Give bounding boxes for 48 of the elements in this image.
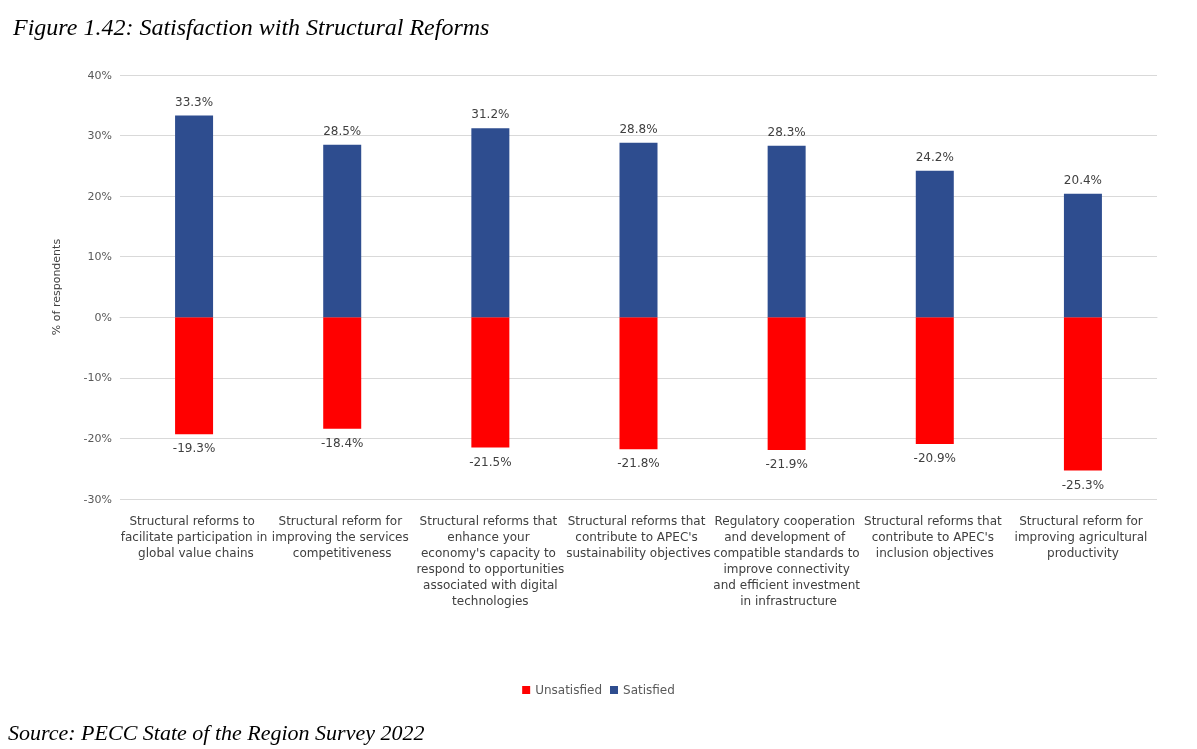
- data-label: -21.5%: [469, 454, 512, 469]
- y-tick-label: 10%: [87, 250, 112, 264]
- bar: [323, 144, 362, 318]
- x-tick-label: Structural reforms that contribute to APEC's sustainability objectives: [566, 514, 711, 560]
- bar: [471, 317, 510, 448]
- data-label: 28.3%: [767, 124, 806, 139]
- bar: [1063, 317, 1102, 471]
- data-label: -21.9%: [765, 456, 808, 471]
- data-label: -25.3%: [1061, 477, 1105, 492]
- y-tick-label: 0%: [94, 310, 112, 324]
- data-label: 28.5%: [323, 123, 362, 138]
- x-tick-label: Structural reforms to facilitate participation in global value chains: [120, 514, 268, 560]
- y-tick-label: -10%: [83, 371, 112, 385]
- y-tick-label: 40%: [87, 68, 112, 82]
- y-tick-label: -20%: [83, 431, 112, 445]
- y-tick-label: 20%: [87, 189, 112, 203]
- bar: [1063, 193, 1102, 318]
- x-tick-label: Regulatory cooperation and development of compatible standards to improve connectivity and efficient investment in infrastructure: [713, 514, 861, 608]
- bar: [175, 317, 214, 435]
- legend-label: Satisfied: [623, 683, 675, 697]
- bar: [619, 142, 658, 318]
- bar: [767, 317, 806, 450]
- data-label: -21.8%: [617, 456, 660, 471]
- x-tick-label: Structural reform for improving agricultural productivity: [1014, 514, 1152, 560]
- x-tick-label: Structural reforms that contribute to APEC's inclusion objectives: [864, 514, 1006, 560]
- bar: [915, 170, 954, 318]
- data-label: 24.2%: [915, 149, 954, 164]
- x-tick-label: Structural reforms that enhance your economy's capacity to respond to opportunities associated with digital technologies: [416, 514, 565, 608]
- legend-label: Unsatisfied: [535, 683, 603, 697]
- data-label: -18.4%: [320, 435, 364, 450]
- x-tick-label: Structural reform for improving the services competitiveness: [271, 514, 413, 560]
- data-label: 33.3%: [175, 94, 214, 109]
- bar: [619, 317, 658, 450]
- y-tick-label: -30%: [83, 492, 112, 506]
- bar: [471, 128, 510, 318]
- data-label: 20.4%: [1063, 172, 1102, 187]
- chart-title: Figure 1.42: Satisfaction with Structural Reforms: [12, 14, 490, 40]
- data-label: -20.9%: [913, 450, 957, 465]
- data-label: 31.2%: [471, 107, 510, 122]
- bar: [767, 145, 806, 318]
- bar: [915, 317, 954, 444]
- data-label: -19.3%: [172, 441, 216, 456]
- y-axis-title: % of respondents: [50, 238, 63, 336]
- source-note: Source: PECC State of the Region Survey 2022: [8, 719, 425, 745]
- data-label: 28.8%: [619, 121, 658, 136]
- bar: [175, 115, 214, 318]
- y-tick-label: 30%: [87, 129, 112, 143]
- bar: [323, 317, 362, 429]
